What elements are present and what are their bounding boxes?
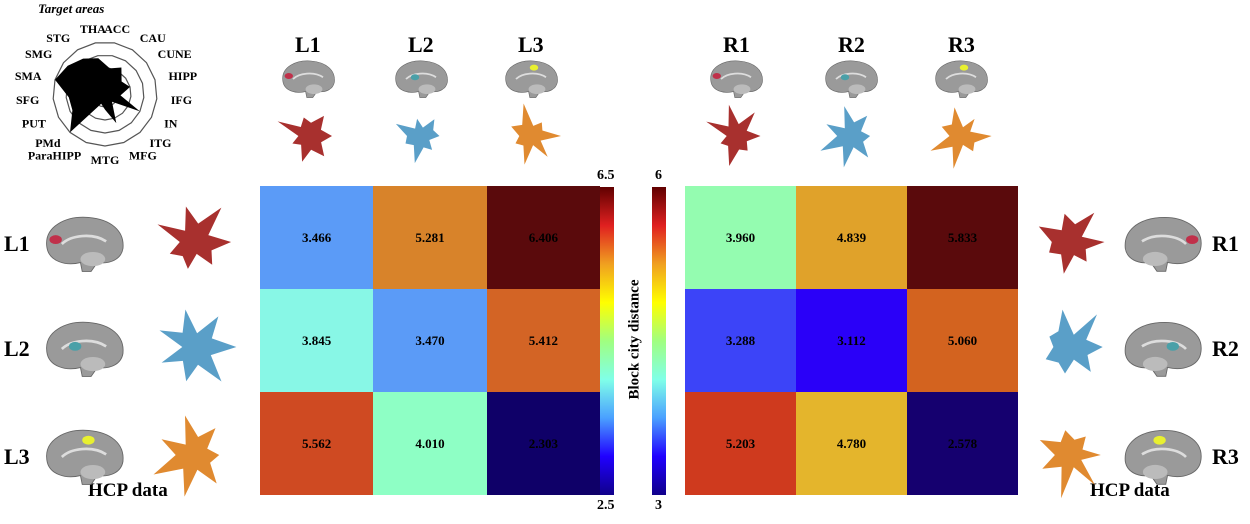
brain-icon	[825, 60, 878, 98]
radar-title: Target areas	[38, 1, 105, 16]
colorbar-right	[652, 187, 666, 495]
radar-axis-label: ITG	[149, 136, 171, 150]
row-label: R2	[1212, 336, 1239, 361]
heatmap-cell: 3.112	[796, 289, 907, 392]
column-label: R2	[838, 32, 865, 57]
footer-left: HCP data	[88, 480, 168, 501]
column-label: L2	[408, 32, 434, 57]
profile-shape	[159, 309, 237, 382]
heatmap-right: 3.960 4.839 5.833 3.288 3.112 5.060 5.203 4.780…	[685, 186, 1018, 495]
radar-axis-label: PUT	[22, 116, 46, 130]
profile-shape	[1038, 212, 1105, 274]
profile-shape	[706, 104, 761, 166]
heatmap-cell: 2.578	[907, 392, 1018, 495]
heatmap-cell: 2.303	[486, 392, 600, 495]
brain-icon	[282, 60, 335, 98]
colorbar-left	[600, 187, 614, 495]
row-label: L3	[4, 444, 30, 469]
heatmap-cell: 5.203	[685, 392, 796, 495]
brain-icon	[935, 60, 988, 98]
profile-shape	[1045, 309, 1103, 374]
radar-ring	[52, 42, 158, 147]
row-label: L2	[4, 336, 30, 361]
colorbar-right-min: 3	[655, 498, 662, 513]
profile-shape	[1039, 430, 1101, 499]
heatmap-cell: 5.060	[907, 289, 1018, 392]
brain-icon	[395, 60, 448, 98]
column-label: R3	[948, 32, 975, 57]
colorbar-right-max: 6	[655, 168, 662, 183]
row-label: R1	[1212, 231, 1239, 256]
heatmap-cell: 3.845	[260, 289, 374, 392]
colorbar-left-min: 2.5	[597, 498, 615, 513]
colorbar-left-max: 6.5	[597, 168, 615, 183]
heatmap-cell: 3.470	[373, 289, 487, 392]
heatmap-cell: 4.839	[796, 186, 907, 289]
radar-axis-label: ParaHIPP	[28, 149, 81, 163]
radar-axis-label: SMG	[25, 47, 52, 61]
brain-icon	[710, 60, 763, 98]
radar-axis-label: CAU	[140, 31, 166, 45]
heatmap-cell: 3.960	[685, 186, 796, 289]
heatmap-left: 3.466 5.281 6.406 3.845 3.470 5.412 5.562 4.010…	[260, 186, 600, 495]
profile-shape	[153, 415, 220, 497]
heatmap-cell: 3.466	[260, 186, 374, 289]
heatmap-cell: 6.406	[486, 186, 600, 289]
radar-axis-label: SMA	[15, 69, 42, 83]
heatmap-cell: 4.780	[796, 392, 907, 495]
profile-shape	[511, 103, 561, 165]
brain-icon	[46, 429, 124, 485]
row-label: L1	[4, 231, 30, 256]
heatmap-cell: 5.281	[373, 186, 487, 289]
footer-right: HCP data	[1090, 480, 1170, 501]
column-label: L3	[518, 32, 544, 57]
radar-axis-label: CUNE	[158, 47, 192, 61]
radar-axis-label: IFG	[171, 93, 192, 107]
radar-axis-label: HIPP	[168, 69, 197, 83]
radar-axis-label: ACC	[104, 22, 130, 36]
heatmap-cell: 5.833	[907, 186, 1018, 289]
column-label: L1	[295, 32, 321, 57]
radar-axis-label: STG	[46, 31, 70, 45]
profile-shape	[157, 206, 232, 269]
brain-icon	[1124, 430, 1202, 485]
row-label: R3	[1212, 444, 1239, 469]
heatmap-cell: 4.010	[373, 392, 487, 495]
profile-shape	[930, 107, 992, 169]
brain-icon	[1124, 217, 1202, 272]
heatmap-cell: 5.412	[486, 289, 600, 392]
radar-profile	[55, 58, 140, 133]
radar-axis-label: THA	[80, 22, 106, 36]
column-label: R1	[723, 32, 750, 57]
brain-icon	[1124, 322, 1202, 377]
radar-axis-label: PMd	[35, 136, 61, 150]
profile-shape	[395, 118, 440, 164]
profile-shape	[277, 115, 332, 162]
colorbar-label: Block city distance	[626, 279, 643, 400]
profile-shape	[820, 106, 871, 168]
brain-icon	[505, 60, 558, 98]
heatmap-cell: 3.288	[685, 289, 796, 392]
brain-icon	[46, 321, 124, 377]
brain-icon	[46, 216, 124, 272]
radar-axis-label: IN	[164, 116, 178, 130]
radar-axis-label: MFG	[129, 149, 157, 163]
heatmap-cell: 5.562	[260, 392, 374, 495]
radar-axis-label: SFG	[16, 93, 39, 107]
radar-axis-label: MTG	[91, 153, 120, 167]
